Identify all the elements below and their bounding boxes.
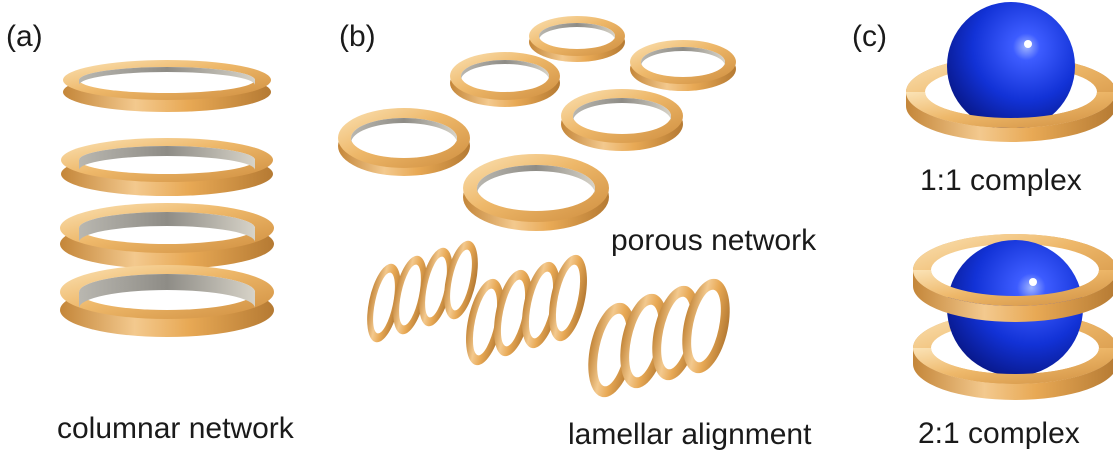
ring <box>450 52 560 107</box>
caption-one-to-one-complex: 1:1 complex <box>920 164 1082 197</box>
panel-a-label: (a) <box>6 20 43 53</box>
panel-b-lamellar-rings <box>367 240 730 398</box>
caption-porous-network: porous network <box>611 224 817 257</box>
ring <box>393 255 427 335</box>
ring <box>60 203 274 269</box>
guest-sphere <box>947 2 1075 130</box>
panel-b-porous-rings <box>338 16 736 231</box>
ring <box>61 138 273 196</box>
ring <box>682 278 730 374</box>
caption-lamellar-alignment: lamellar alignment <box>568 418 812 451</box>
caption-two-to-one-complex: 2:1 complex <box>918 417 1080 450</box>
ring <box>419 247 453 327</box>
ring <box>463 154 609 231</box>
ring <box>63 60 271 112</box>
panel-c-one-to-one-complex <box>906 2 1113 142</box>
ring <box>630 40 736 91</box>
ring <box>60 265 274 337</box>
ring <box>561 89 683 151</box>
panel-c-two-to-one-complex <box>913 234 1113 400</box>
panel-b-label: (b) <box>339 20 376 53</box>
ring <box>367 263 401 343</box>
ring <box>549 254 587 342</box>
ring <box>338 108 470 176</box>
ring <box>529 16 625 62</box>
ring <box>444 240 478 320</box>
ring <box>466 278 504 366</box>
caption-columnar-network: columnar network <box>57 412 294 445</box>
panel-a-column-stack <box>60 60 274 337</box>
panel-c-label: (c) <box>852 20 887 53</box>
ring <box>494 269 532 357</box>
